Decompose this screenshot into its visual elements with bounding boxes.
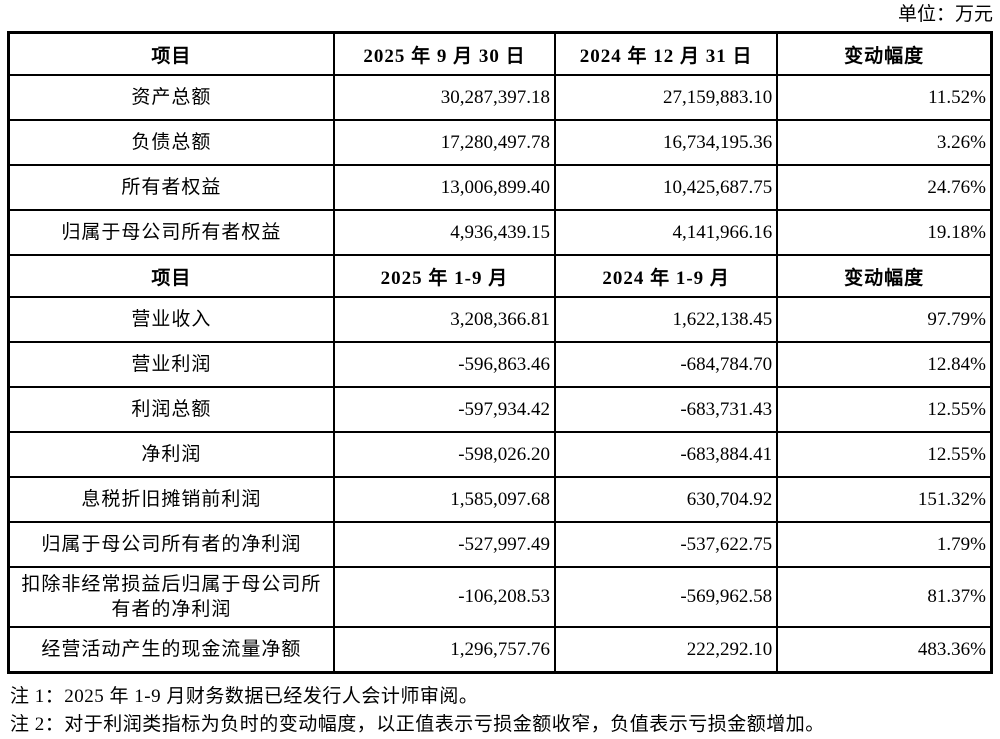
change-cell: 12.55% <box>776 386 993 433</box>
table-row: 息税折旧摊销前利润 1,585,097.68 630,704.92 151.32… <box>7 476 993 523</box>
row-label-cell: 扣除非经常损益后归属于母公司所有者的净利润 <box>7 566 335 628</box>
table-row: 利润总额 -597,934.42 -683,731.43 12.55% <box>7 386 993 433</box>
row-label-cell: 归属于母公司所有者权益 <box>7 209 335 256</box>
value-cell: 13,006,899.40 <box>332 164 557 211</box>
row-label-cell: 营业收入 <box>7 296 335 343</box>
value-cell: 30,287,397.18 <box>332 74 557 121</box>
row-label-cell: 资产总额 <box>7 74 335 121</box>
value-cell: 10,425,687.75 <box>554 164 779 211</box>
change-cell: 12.84% <box>776 341 993 388</box>
change-cell: 24.76% <box>776 164 993 211</box>
value-cell: -684,784.70 <box>554 341 779 388</box>
value-cell: 1,585,097.68 <box>332 476 557 523</box>
table-row: 营业收入 3,208,366.81 1,622,138.45 97.79% <box>7 296 993 343</box>
column-header-item: 项目 <box>7 254 335 298</box>
row-label-cell: 经营活动产生的现金流量净额 <box>7 626 335 674</box>
row-label-cell: 所有者权益 <box>7 164 335 211</box>
value-cell: 630,704.92 <box>554 476 779 523</box>
column-header-change: 变动幅度 <box>776 31 993 76</box>
value-cell: -683,731.43 <box>554 386 779 433</box>
column-header-period1: 2025 年 1-9 月 <box>332 254 557 298</box>
table-row: 营业利润 -596,863.46 -684,784.70 12.84% <box>7 341 993 388</box>
table-row: 归属于母公司所有者的净利润 -527,997.49 -537,622.75 1.… <box>7 521 993 568</box>
table-row: 扣除非经常损益后归属于母公司所有者的净利润 -106,208.53 -569,9… <box>7 566 993 628</box>
change-cell: 3.26% <box>776 119 993 166</box>
value-cell: -596,863.46 <box>332 341 557 388</box>
section2-header-row: 项目 2025 年 1-9 月 2024 年 1-9 月 变动幅度 <box>7 254 993 298</box>
table-row: 所有者权益 13,006,899.40 10,425,687.75 24.76% <box>7 164 993 211</box>
value-cell: -537,622.75 <box>554 521 779 568</box>
change-cell: 19.18% <box>776 209 993 256</box>
value-cell: -569,962.58 <box>554 566 779 628</box>
value-cell: -597,934.42 <box>332 386 557 433</box>
value-cell: 27,159,883.10 <box>554 74 779 121</box>
footnote-line: 注 2：对于利润类指标为负时的变动幅度，以正值表示亏损金额收窄，负值表示亏损金额… <box>10 714 825 735</box>
column-header-period1: 2025 年 9 月 30 日 <box>332 31 557 76</box>
footnotes: 注 1：2025 年 1-9 月财务数据已经发行人会计师审阅。 注 2：对于利润… <box>10 683 993 739</box>
row-label-cell: 利润总额 <box>7 386 335 433</box>
value-cell: 1,622,138.45 <box>554 296 779 343</box>
value-cell: 4,141,966.16 <box>554 209 779 256</box>
unit-label: 单位：万元 <box>897 4 993 25</box>
value-cell: 222,292.10 <box>554 626 779 674</box>
change-cell: 1.79% <box>776 521 993 568</box>
value-cell: -106,208.53 <box>332 566 557 628</box>
row-label-cell: 归属于母公司所有者的净利润 <box>7 521 335 568</box>
value-cell: -598,026.20 <box>332 431 557 478</box>
change-cell: 81.37% <box>776 566 993 628</box>
column-header-period2: 2024 年 12 月 31 日 <box>554 31 779 76</box>
row-label-cell: 净利润 <box>7 431 335 478</box>
value-cell: -527,997.49 <box>332 521 557 568</box>
financial-summary-table: 项目 2025 年 9 月 30 日 2024 年 12 月 31 日 变动幅度… <box>7 31 993 674</box>
value-cell: -683,884.41 <box>554 431 779 478</box>
column-header-period2: 2024 年 1-9 月 <box>554 254 779 298</box>
change-cell: 12.55% <box>776 431 993 478</box>
change-cell: 151.32% <box>776 476 993 523</box>
table-row: 归属于母公司所有者权益 4,936,439.15 4,141,966.16 19… <box>7 209 993 256</box>
footnote-line: 注 1：2025 年 1-9 月财务数据已经发行人会计师审阅。 <box>10 686 479 707</box>
value-cell: 3,208,366.81 <box>332 296 557 343</box>
table-row: 负债总额 17,280,497.78 16,734,195.36 3.26% <box>7 119 993 166</box>
row-label-cell: 息税折旧摊销前利润 <box>7 476 335 523</box>
row-label-cell: 营业利润 <box>7 341 335 388</box>
table-row: 经营活动产生的现金流量净额 1,296,757.76 222,292.10 48… <box>7 626 993 674</box>
change-cell: 483.36% <box>776 626 993 674</box>
column-header-change: 变动幅度 <box>776 254 993 298</box>
row-label-cell: 负债总额 <box>7 119 335 166</box>
value-cell: 16,734,195.36 <box>554 119 779 166</box>
column-header-item: 项目 <box>7 31 335 76</box>
change-cell: 97.79% <box>776 296 993 343</box>
value-cell: 1,296,757.76 <box>332 626 557 674</box>
value-cell: 4,936,439.15 <box>332 209 557 256</box>
change-cell: 11.52% <box>776 74 993 121</box>
table-row: 资产总额 30,287,397.18 27,159,883.10 11.52% <box>7 74 993 121</box>
value-cell: 17,280,497.78 <box>332 119 557 166</box>
section1-header-row: 项目 2025 年 9 月 30 日 2024 年 12 月 31 日 变动幅度 <box>7 31 993 76</box>
table-row: 净利润 -598,026.20 -683,884.41 12.55% <box>7 431 993 478</box>
